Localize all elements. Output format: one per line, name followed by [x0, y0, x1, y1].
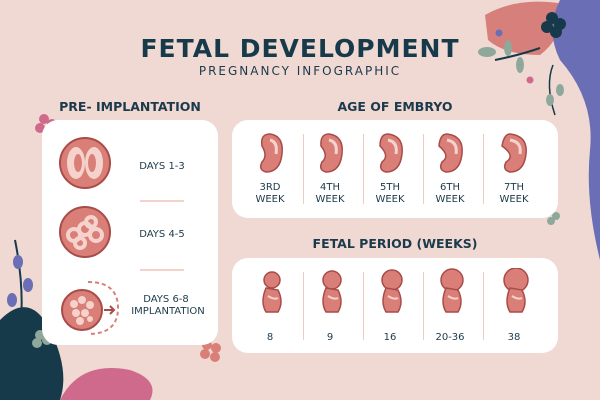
embryo-week-3: 6TH WEEK	[420, 128, 480, 206]
divider	[140, 200, 184, 202]
fetal-week-4: 38	[484, 267, 544, 344]
divider	[303, 272, 304, 340]
week-label: WEEK	[255, 194, 285, 205]
fetus-icon	[503, 267, 529, 313]
week-label: WEEK	[375, 194, 405, 205]
embryo-icon	[319, 133, 343, 173]
divider	[423, 134, 424, 204]
week-label: 9	[326, 332, 334, 343]
days-6-8-label: DAYS 6-8	[143, 294, 189, 305]
days-1-3-label: DAYS 1-3	[139, 161, 185, 172]
fetus-icon	[440, 268, 464, 313]
page-title: FETAL DEVELOPMENT	[140, 34, 460, 63]
morula-icon	[59, 206, 111, 258]
divider	[363, 272, 364, 340]
blastocyst-implantation-icon	[61, 281, 120, 335]
divider	[483, 272, 484, 340]
embryo-icon	[438, 133, 463, 173]
embryo-icon	[379, 133, 403, 173]
embryo-week-0: 3RD WEEK	[240, 128, 300, 206]
week-label: 6TH	[440, 182, 460, 193]
fetal-week-1: 9	[300, 268, 360, 344]
embryo-week-2: 5TH WEEK	[360, 128, 420, 206]
flower-icon	[541, 12, 566, 38]
fetus-icon	[322, 270, 342, 313]
week-label: 8	[266, 332, 274, 343]
week-label: 20-36	[435, 332, 465, 343]
embryo-card: 3RD WEEK 4TH WEEK 5TH WEEK 6TH WEEK 7TH WEEK	[232, 120, 558, 218]
embryo-icon	[259, 133, 283, 173]
week-label: 7TH	[504, 182, 524, 193]
week-label: 4TH	[320, 182, 340, 193]
divider	[483, 134, 484, 204]
embryo-heading: AGE OF EMBRYO	[337, 99, 453, 114]
week-label: WEEK	[435, 194, 465, 205]
embryo-week-4: 7TH WEEK	[484, 128, 544, 206]
fetal-week-0: 8	[240, 268, 300, 344]
week-label: 38	[507, 332, 521, 343]
fetal-heading: FETAL PERIOD (WEEKS)	[312, 236, 478, 251]
week-label: WEEK	[499, 194, 529, 205]
pre-implantation-card: DAYS 1-3 DAYS 4-5 DAYS 6-8 IMPLANTATION	[42, 120, 218, 345]
fetal-week-3: 20-36	[420, 268, 480, 344]
pre-implantation-heading: PRE- IMPLANTATION	[59, 99, 201, 114]
week-label: 5TH	[380, 182, 400, 193]
two-cell-zygote-icon	[59, 137, 111, 189]
week-label: 16	[383, 332, 397, 343]
embryo-week-1: 4TH WEEK	[300, 128, 360, 206]
divider	[140, 269, 184, 271]
week-label: WEEK	[315, 194, 345, 205]
divider	[363, 134, 364, 204]
implantation-label: IMPLANTATION	[131, 306, 205, 317]
divider	[303, 134, 304, 204]
embryo-icon	[501, 133, 527, 173]
fetal-card: 8 9 16 20-36 38	[232, 258, 558, 353]
fetus-icon	[381, 269, 403, 313]
days-4-5-label: DAYS 4-5	[139, 229, 185, 240]
page-subtitle: PREGNANCY INFOGRAPHIC	[198, 64, 402, 78]
fetal-week-2: 16	[360, 268, 420, 344]
week-label: 3RD	[259, 182, 281, 193]
fetus-icon	[262, 271, 282, 313]
divider	[423, 272, 424, 340]
